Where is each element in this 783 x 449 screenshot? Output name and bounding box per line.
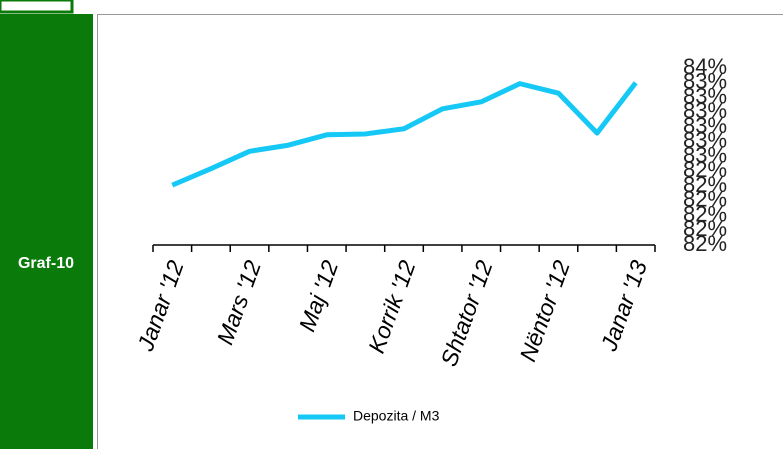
y-tick-label: 83%	[683, 142, 727, 167]
y-tick-label: 82%	[683, 201, 727, 226]
chart-label: Graf-10	[18, 255, 74, 272]
y-tick-label: 83%	[683, 113, 727, 138]
y-tick-label: 83%	[683, 98, 727, 123]
data-line	[171, 81, 638, 188]
y-tick-label: 83%	[683, 128, 727, 153]
y-tick-label: 82%	[683, 231, 727, 256]
y-tick-label: 82%	[683, 157, 727, 182]
legend-label: Depozita / M3	[353, 408, 440, 424]
y-tick-label: 83%	[683, 83, 727, 108]
corner-box	[0, 0, 74, 14]
y-tick-label: 82%	[683, 172, 727, 197]
y-tick-label: 84%	[683, 54, 727, 79]
y-tick-label: 83%	[683, 69, 727, 94]
y-tick-label: 82%	[683, 187, 727, 212]
side-panel	[0, 14, 93, 449]
y-tick-label: 82%	[683, 216, 727, 241]
plot-frame	[97, 14, 783, 449]
